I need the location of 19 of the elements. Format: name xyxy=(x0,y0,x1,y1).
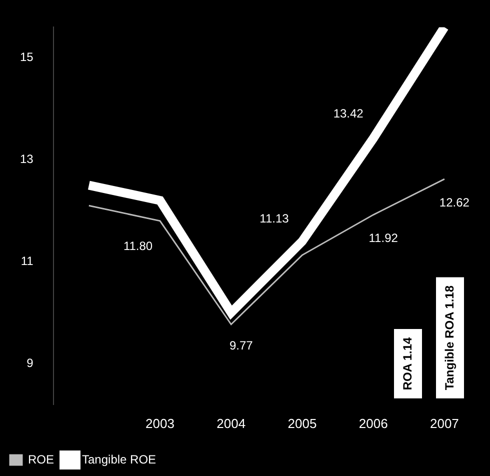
x-tick-label: 2003 xyxy=(146,416,174,431)
data-label: 11.80 xyxy=(123,239,153,254)
data-label: 11.92 xyxy=(368,231,398,246)
data-label: 13.42 xyxy=(333,106,364,121)
annotation: Tangible ROA 1.18 xyxy=(442,285,456,390)
data-label: 11.13 xyxy=(260,211,290,226)
x-tick-label: 2005 xyxy=(288,416,317,431)
legend-label: Tangible ROE xyxy=(82,452,156,466)
x-tick-label: 2004 xyxy=(216,416,246,431)
x-tick-label: 2006 xyxy=(358,416,388,431)
y-tick-label: 9 xyxy=(26,356,34,370)
data-label: 9.77 xyxy=(229,338,254,353)
x-tick-label: 2007 xyxy=(430,416,459,431)
y-tick-label: 13 xyxy=(20,152,34,166)
legend-label: ROE xyxy=(28,452,54,466)
data-label: 12.62 xyxy=(439,195,470,210)
y-tick-label: 15 xyxy=(20,50,34,64)
y-tick-label: 11 xyxy=(20,254,34,268)
annotation: ROA 1.14 xyxy=(400,336,414,390)
